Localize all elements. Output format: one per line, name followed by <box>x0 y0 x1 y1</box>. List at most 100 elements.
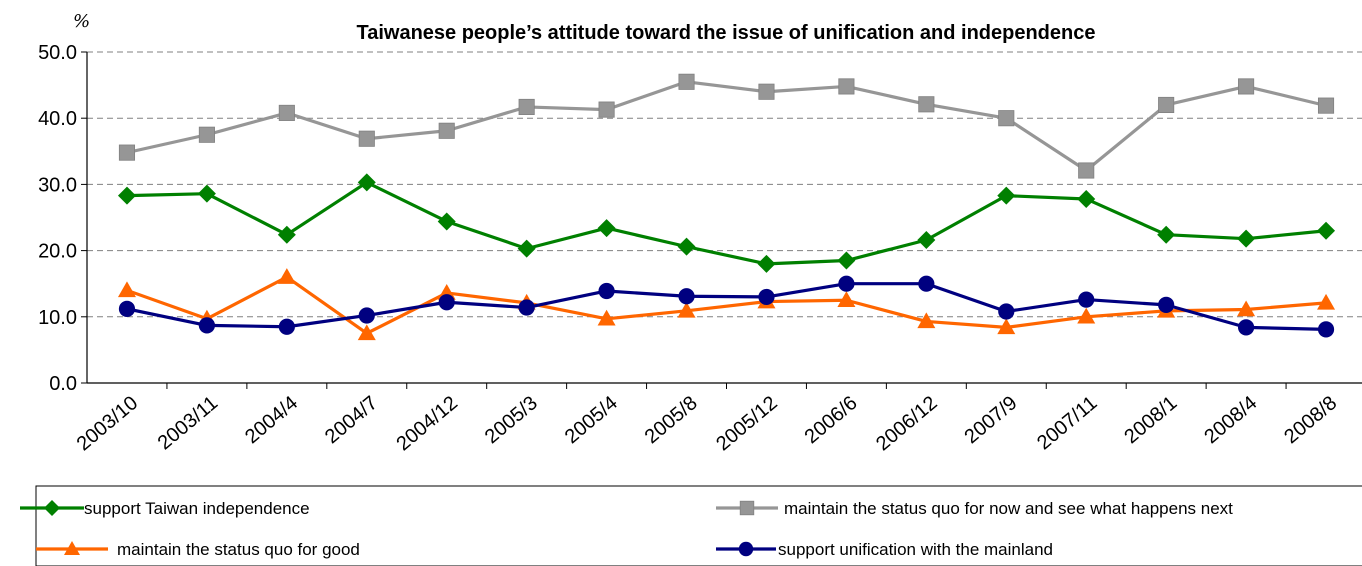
data-point <box>678 288 695 305</box>
x-tick-label: 2004/7 <box>321 392 382 448</box>
legend-item: maintain the status quo for good <box>36 540 360 559</box>
data-point <box>197 184 216 203</box>
data-point <box>117 186 136 205</box>
data-point <box>837 251 856 270</box>
data-point <box>518 299 535 316</box>
data-point <box>357 173 376 192</box>
data-point <box>118 144 136 161</box>
data-point <box>1078 291 1095 308</box>
data-point <box>597 219 616 238</box>
series-line <box>126 180 1327 266</box>
data-point <box>917 312 936 329</box>
data-point <box>358 130 375 147</box>
data-point <box>838 78 855 95</box>
data-point <box>1317 321 1335 338</box>
x-tick-label: 2008/8 <box>1280 392 1341 448</box>
data-point <box>1077 189 1096 208</box>
x-tick-labels: 2003/10 2003/11 2004/4 2004/7 2004/12 2005/3 2… <box>73 392 1342 455</box>
data-point <box>1078 162 1095 179</box>
legend-label: maintain the status quo for now and see … <box>784 499 1233 518</box>
data-point <box>438 294 455 311</box>
x-tick-label: 2003/10 <box>73 392 143 455</box>
data-point <box>998 110 1015 127</box>
legend-marker <box>44 500 60 516</box>
x-tick-label: 2007/11 <box>1033 392 1101 454</box>
legend-marker <box>738 541 754 557</box>
legend-marker <box>739 500 755 516</box>
legend-box <box>35 485 1362 566</box>
data-point <box>358 307 375 324</box>
y-unit-label: % <box>73 11 90 32</box>
data-point <box>1157 225 1176 244</box>
data-point <box>917 231 936 250</box>
data-point <box>757 254 776 273</box>
y-tick-label: 10.0 <box>38 307 77 329</box>
data-point <box>278 104 295 121</box>
data-point <box>517 239 536 258</box>
data-point <box>1238 78 1255 95</box>
data-point <box>198 126 215 143</box>
data-point <box>998 303 1015 320</box>
legend: support Taiwan independence maintain the … <box>20 485 1362 566</box>
data-point <box>1077 307 1096 324</box>
x-tick-label: 2005/12 <box>712 392 782 455</box>
x-tick-label: 2004/12 <box>392 392 462 455</box>
series-line <box>126 275 1327 335</box>
legend-item: maintain the status quo for now and see … <box>716 499 1233 518</box>
x-tick-label: 2007/9 <box>960 392 1021 448</box>
legend-item: support Taiwan independence <box>20 499 310 518</box>
x-tick-label: 2008/4 <box>1200 392 1261 448</box>
data-point <box>198 317 216 334</box>
y-tick-label: 30.0 <box>38 174 77 196</box>
data-point <box>1158 96 1175 114</box>
series-diamond <box>117 173 1336 273</box>
x-tick-label: 2005/3 <box>481 392 542 448</box>
data-point <box>758 83 775 100</box>
data-point <box>357 324 376 341</box>
y-tick-label: 50.0 <box>38 42 77 64</box>
data-point <box>678 73 695 90</box>
data-point <box>677 301 696 318</box>
data-point <box>118 300 136 317</box>
data-point <box>677 237 696 256</box>
data-point <box>1317 293 1336 310</box>
legend-marker <box>64 541 80 555</box>
series-circle <box>118 275 1335 338</box>
data-point <box>1158 296 1175 313</box>
data-point <box>997 318 1016 335</box>
legend-items: support Taiwan independence maintain the … <box>20 499 1233 559</box>
data-point <box>997 186 1016 205</box>
data-point <box>837 291 856 307</box>
x-tick-label: 2003/11 <box>154 392 222 454</box>
series-line <box>126 80 1327 173</box>
y-tick-label: 0.0 <box>49 373 77 395</box>
series-square <box>118 73 1335 179</box>
data-point <box>598 282 615 300</box>
axes <box>86 52 1362 384</box>
data-point <box>438 122 455 139</box>
legend-item: support unification with the mainland <box>716 540 1053 559</box>
x-tick-label: 2008/1 <box>1120 392 1181 448</box>
x-tick-label: 2006/12 <box>872 392 942 455</box>
data-point <box>758 288 775 306</box>
data-point <box>598 101 615 118</box>
data-point <box>838 275 855 292</box>
y-tick-label: 20.0 <box>38 241 77 263</box>
legend-label: maintain the status quo for good <box>117 540 360 559</box>
data-point <box>1317 221 1336 240</box>
y-tick-label: 40.0 <box>38 108 77 130</box>
series-lines <box>117 73 1336 341</box>
data-point <box>1237 229 1256 248</box>
data-point <box>918 96 935 113</box>
legend-label: support unification with the mainland <box>778 540 1053 559</box>
data-point <box>518 98 535 115</box>
x-tick-label: 2006/6 <box>801 392 862 448</box>
x-tick-label: 2004/4 <box>241 392 302 448</box>
data-point <box>1237 300 1256 317</box>
data-point <box>918 275 935 292</box>
data-point <box>277 225 296 244</box>
data-point <box>1237 319 1255 336</box>
data-point <box>1317 97 1335 114</box>
chart-title: Taiwanese people’s attitude toward the i… <box>356 22 1095 44</box>
